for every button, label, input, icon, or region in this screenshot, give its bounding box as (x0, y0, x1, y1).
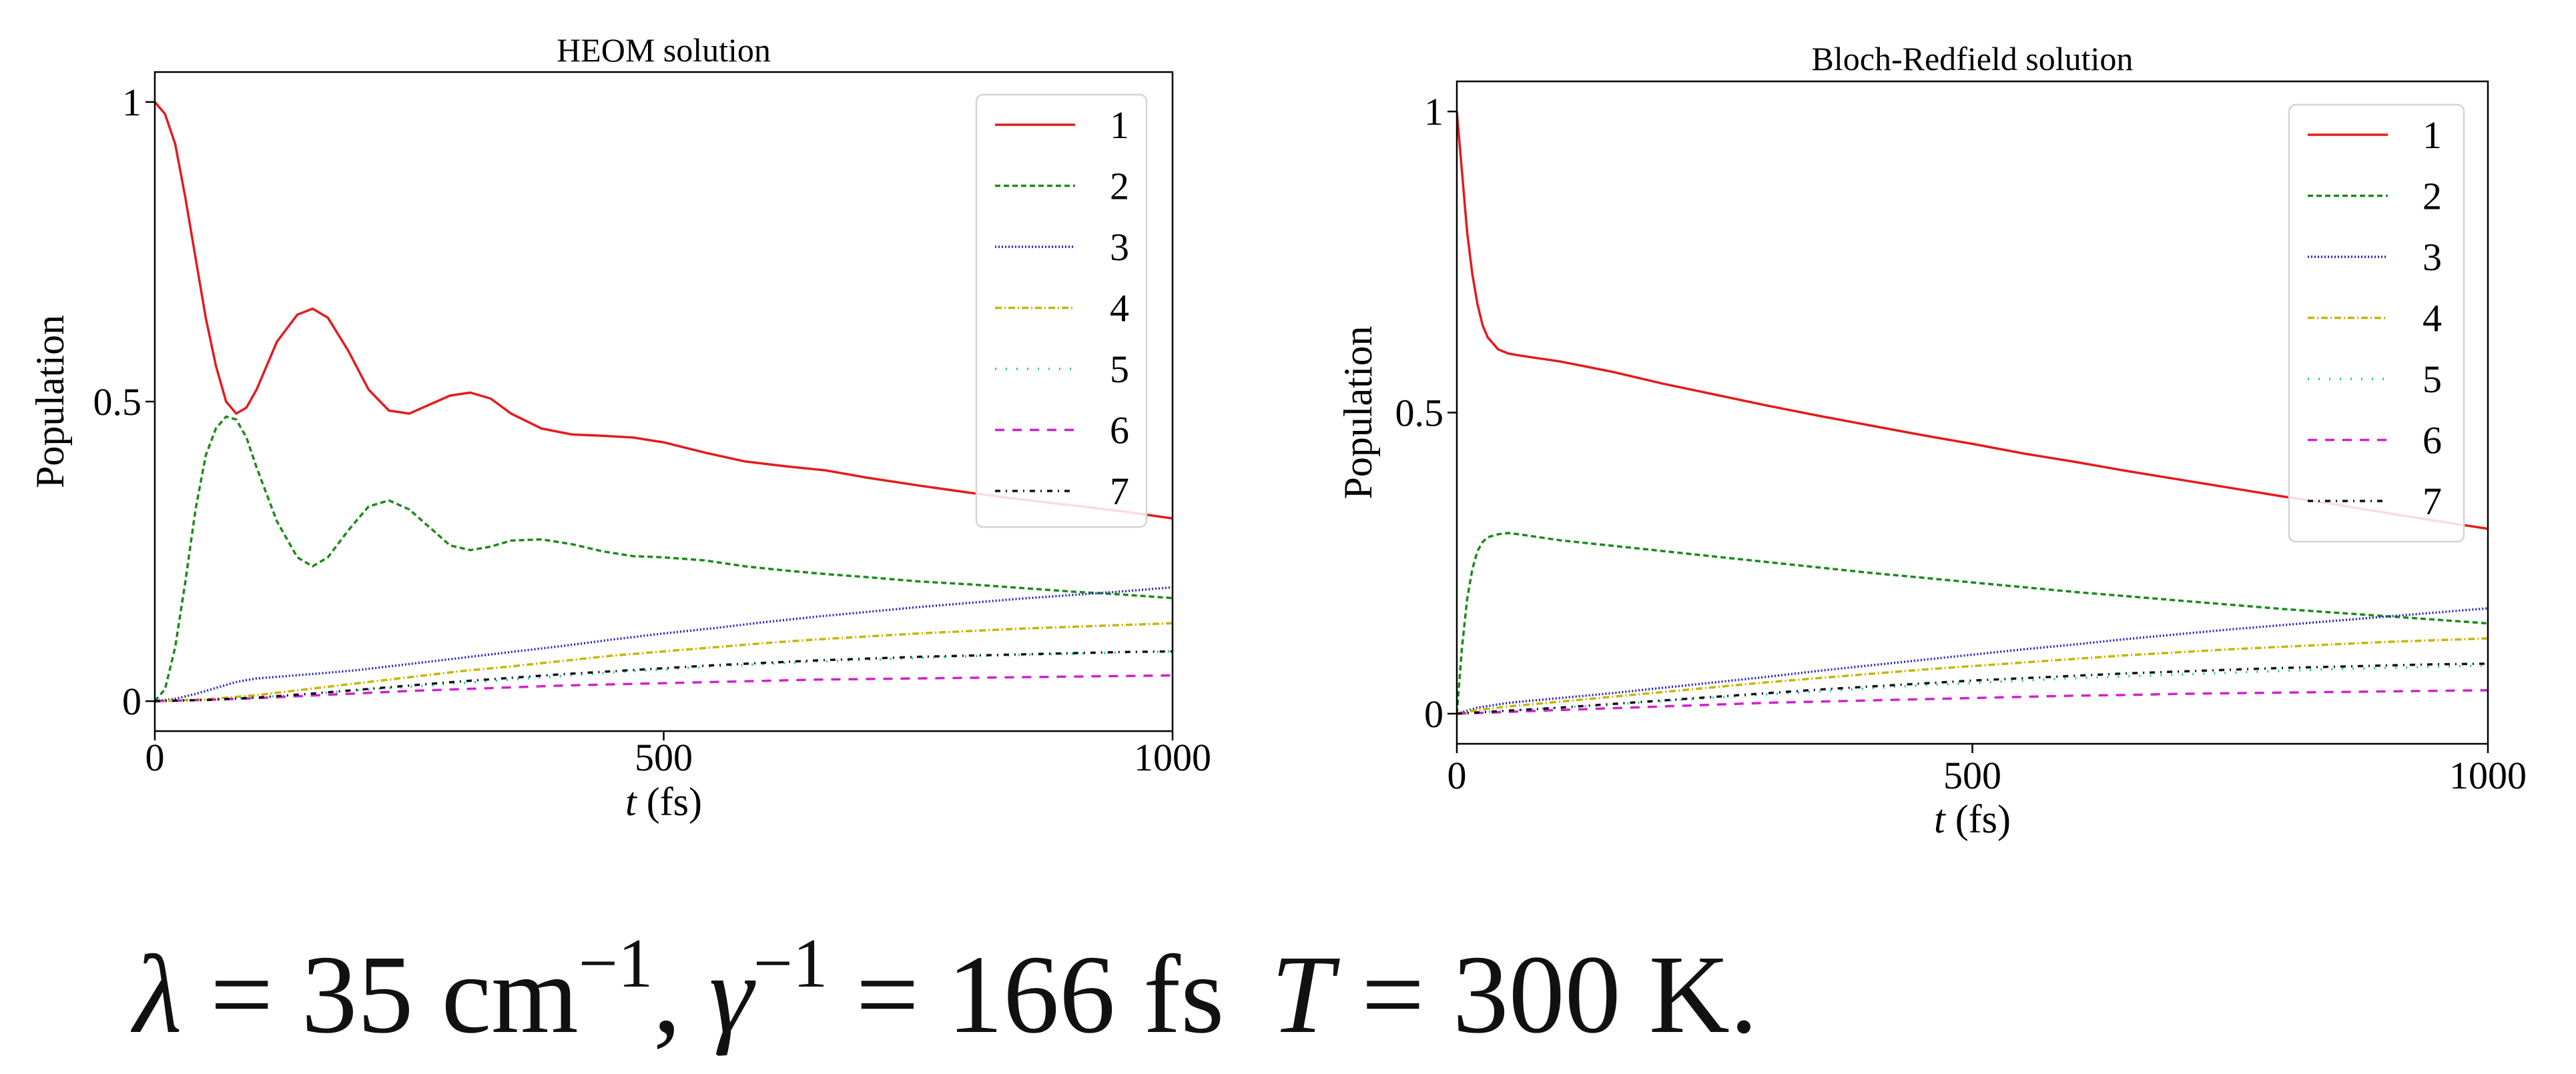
legend-label-4: 4 (1110, 287, 1129, 330)
chart-title: Bloch-Redfield solution (1812, 40, 2134, 77)
lambda-value: = 35 cm (182, 933, 579, 1057)
y-tick-label: 0.5 (1395, 392, 1444, 435)
series-line-4 (1457, 637, 2488, 715)
y-tick-label: 0.5 (93, 380, 142, 424)
legend-label-1: 1 (2423, 113, 2442, 157)
series-line-1 (155, 101, 1173, 520)
series-line-4 (155, 622, 1173, 702)
y-tick-label: 0 (1424, 692, 1443, 736)
lambda-symbol: λ (133, 933, 182, 1057)
y-tick-label: 0 (122, 680, 141, 723)
x-axis-label: t (fs) (625, 780, 702, 824)
x-axis-label: t (fs) (1934, 797, 2011, 841)
x-tick-label: 0 (145, 736, 165, 779)
caption-separator: , (653, 933, 709, 1057)
x-tick-label: 500 (635, 736, 693, 779)
legend-box (975, 93, 1148, 528)
legend-label-6: 6 (1110, 409, 1129, 452)
legend-label-3: 3 (1110, 225, 1129, 269)
series-line-1 (1457, 111, 2488, 530)
series-line-7 (155, 650, 1173, 702)
series-line-7 (1457, 662, 2488, 715)
legend-label-3: 3 (2423, 235, 2442, 279)
legend-label-2: 2 (1110, 165, 1129, 208)
series-line-5 (1457, 664, 2488, 715)
chart-bloch-redfield: 0 500 1000 0 0.5 1 Bloch-Redfield solution t (f… (1336, 40, 2527, 841)
x-tick-label: 0 (1447, 754, 1467, 797)
gamma-symbol: γ (709, 933, 753, 1057)
gamma-exponent: −1 (753, 924, 828, 1002)
x-tick-label: 1000 (1134, 736, 1211, 779)
series-line-6 (155, 674, 1173, 702)
series-line-5 (155, 650, 1173, 702)
series-line-3 (1457, 607, 2488, 715)
gamma-value: = 166 fs (828, 933, 1225, 1057)
series-line-6 (1457, 688, 2488, 715)
legend-label-4: 4 (2423, 297, 2442, 340)
legend-label-7: 7 (2423, 480, 2442, 523)
legend: 1 2 3 4 5 6 7 (975, 93, 1148, 528)
legend-label-5: 5 (1110, 348, 1129, 391)
series-line-3 (155, 586, 1173, 702)
temperature-value: = 300 K. (1333, 933, 1758, 1057)
temperature-symbol: T (1271, 933, 1333, 1057)
y-axis-label: Population (28, 315, 72, 488)
chart-title: HEOM solution (557, 31, 771, 69)
chart-heom: 0 500 1000 0 0.5 1 HEOM solution t (fs) Populati… (28, 31, 1211, 824)
legend-label-6: 6 (2423, 419, 2442, 462)
y-axis-label: Population (1336, 326, 1380, 499)
series-line-2 (155, 415, 1173, 702)
x-tick-label: 500 (1943, 754, 2001, 797)
x-tick-label: 1000 (2449, 754, 2527, 797)
series-group (155, 101, 1173, 702)
y-tick-label: 1 (1424, 90, 1443, 133)
series-line-2 (1457, 532, 2488, 714)
legend: 1 2 3 4 5 6 7 (2288, 103, 2465, 543)
lambda-exponent: −1 (578, 924, 653, 1002)
series-group (1457, 111, 2488, 715)
y-tick-label: 1 (122, 81, 141, 124)
legend-label-7: 7 (1110, 470, 1129, 513)
legend-label-1: 1 (1110, 103, 1129, 147)
legend-box (2288, 103, 2465, 543)
parameter-caption: λ = 35 cm−1, γ−1 = 166 fs T = 300 K. (133, 928, 1758, 1059)
legend-label-2: 2 (2423, 175, 2442, 218)
legend-label-5: 5 (2423, 358, 2442, 401)
